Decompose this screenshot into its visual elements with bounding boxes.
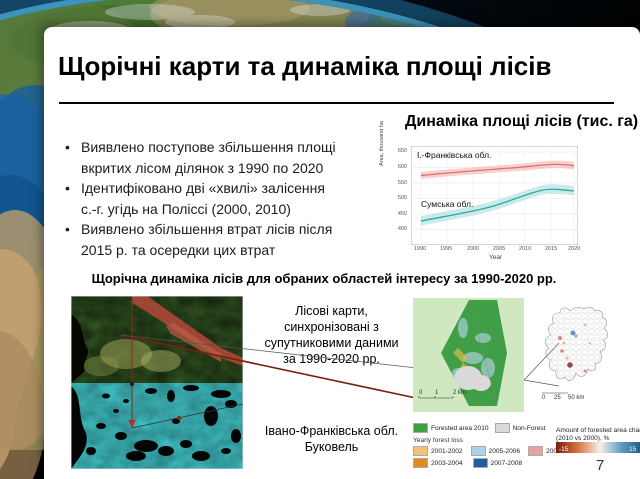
svg-text:15: 15 (629, 446, 637, 453)
svg-text:0: 0 (542, 395, 546, 401)
svg-text:-15: -15 (559, 446, 569, 453)
svg-text:2 km: 2 km (453, 390, 466, 396)
svg-text:50 km: 50 km (568, 395, 584, 401)
svg-text:25: 25 (554, 395, 561, 401)
